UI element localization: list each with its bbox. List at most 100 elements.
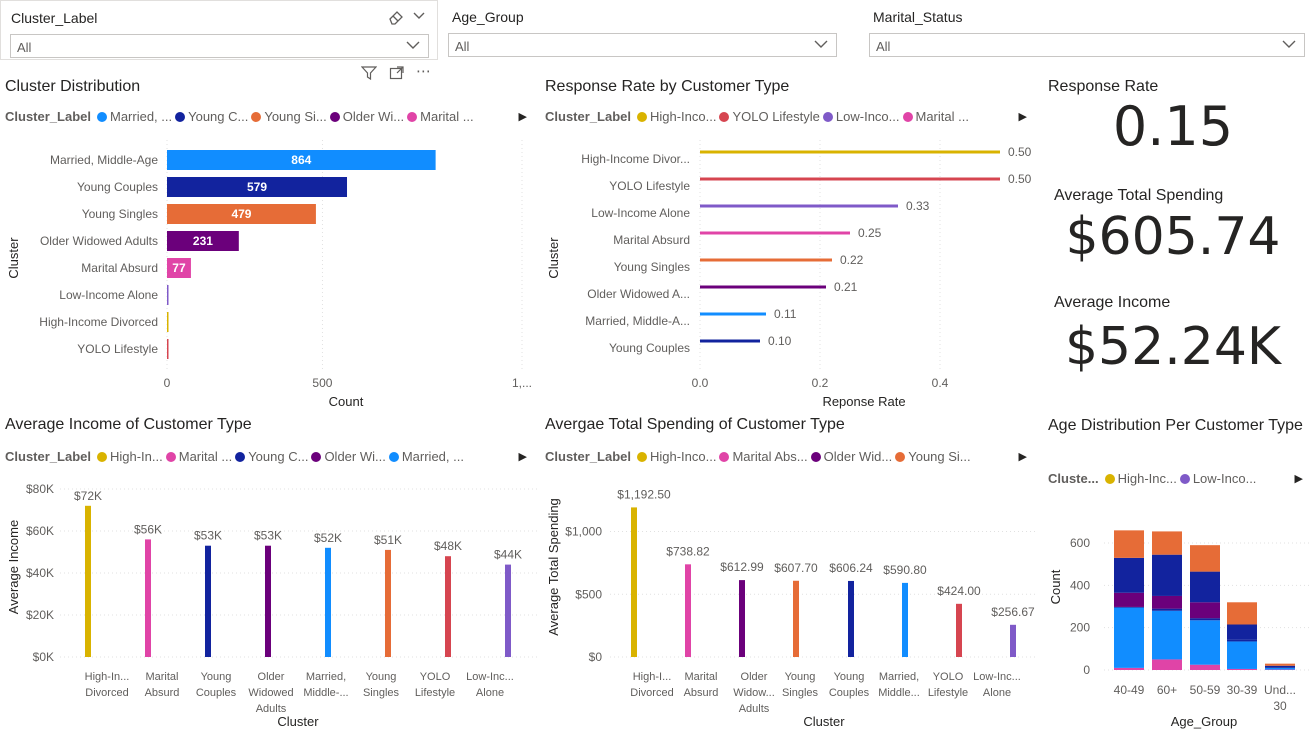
legend-item[interactable]: Young C... — [175, 109, 248, 124]
data-label: 864 — [291, 153, 311, 167]
data-label: $56K — [134, 522, 162, 536]
data-label: 231 — [193, 234, 213, 248]
x-tick-label: Young Singles — [782, 671, 819, 699]
y-tick-label: $0K — [33, 650, 54, 664]
y-tick-label: Young Singles — [82, 207, 158, 221]
card-value-avg-spending: $605.74 — [1065, 207, 1281, 267]
stacked-bar-segment — [1114, 530, 1144, 558]
legend-item[interactable]: Married, ... — [388, 449, 464, 464]
legend-item[interactable]: Marital ... — [165, 449, 232, 464]
x-tick-label: Low-Inc... Alone — [466, 671, 514, 699]
chart-response-rate: 0.0 0.2 0.4 High-Income Divor... 0.50 YOLO Li… — [546, 140, 1032, 409]
stacked-bar-segment — [1190, 571, 1220, 603]
card-label-response-rate: Response Rate — [1048, 78, 1159, 95]
slicer-value: All — [17, 40, 32, 55]
data-label: 0.25 — [858, 226, 882, 240]
eraser-icon[interactable] — [387, 9, 405, 25]
legend-item[interactable]: Marital ... — [902, 109, 969, 124]
stacked-bar-segment — [1227, 641, 1257, 669]
bar — [385, 549, 391, 657]
legend-item[interactable]: Young Si... — [251, 109, 327, 124]
filter-icon[interactable] — [361, 66, 377, 80]
legend-item[interactable]: YOLO Lifestyle — [719, 109, 820, 124]
bar — [700, 285, 826, 289]
chart-average-spending: $0 $500 $1,000 $1,192.50 High-I... Divorced $7… — [546, 487, 1035, 729]
data-label: 579 — [247, 180, 267, 194]
data-label: $590.80 — [883, 563, 927, 577]
x-tick-label: 0.2 — [812, 376, 829, 390]
stacked-bar-segment — [1114, 592, 1144, 607]
x-tick-label: High-In... Divorced — [85, 671, 130, 699]
legend: Cluster_Label High-Inco... Marital Abs... O… — [545, 449, 1027, 464]
bar — [85, 505, 91, 657]
focus-mode-icon[interactable] — [389, 66, 405, 80]
x-tick-label: 50-59 — [1190, 683, 1221, 697]
legend-dot-icon — [636, 111, 647, 122]
bar — [902, 582, 908, 657]
x-tick-label: Married, Middle... — [878, 671, 920, 699]
slicer-dropdown[interactable]: All — [869, 33, 1305, 57]
chevron-down-icon[interactable] — [412, 11, 426, 21]
y-tick-label: $0 — [589, 650, 603, 664]
more-options-icon[interactable]: ⋯ — [416, 63, 432, 80]
legend-item[interactable]: Low-Inco... — [822, 109, 900, 124]
legend-item[interactable]: Married, ... — [96, 109, 172, 124]
legend-item[interactable]: Low-Inco... — [1179, 471, 1256, 486]
legend: Cluste... High-Inc... Low-Inco... ▶ — [1048, 471, 1303, 486]
legend-item[interactable]: Marital Abs... — [719, 449, 808, 464]
legend-item[interactable]: High-In... — [96, 449, 163, 464]
legend-item[interactable]: Young C... — [235, 449, 308, 464]
legend-dot-icon — [719, 111, 730, 122]
legend-dot-icon — [165, 451, 176, 462]
slicer-dropdown[interactable]: All — [10, 34, 429, 58]
y-tick-label: $1,000 — [565, 525, 602, 539]
y-axis-title: Average Income — [6, 520, 21, 614]
data-label: $424.00 — [937, 584, 981, 598]
legend-item[interactable]: High-Inc... — [1104, 471, 1177, 486]
y-tick-label: 400 — [1070, 578, 1090, 592]
legend-label: Married, ... — [401, 449, 464, 464]
legend-label: Older Wi... — [324, 449, 386, 464]
legend-next-arrow-icon[interactable]: ▶ — [1018, 111, 1027, 123]
slicer-dropdown[interactable]: All — [448, 33, 837, 57]
stacked-bar-segment — [1152, 554, 1182, 596]
legend-title: Cluster_Label — [5, 109, 91, 124]
legend-label: Young Si... — [908, 449, 971, 464]
stacked-bar-segment — [1190, 620, 1220, 665]
legend-item[interactable]: High-Inco... — [636, 449, 716, 464]
legend-item[interactable]: Older Wi... — [311, 449, 386, 464]
legend-item[interactable]: Marital ... — [407, 109, 474, 124]
data-label: 0.33 — [906, 199, 930, 213]
data-label: 0.50 — [1008, 145, 1032, 159]
data-label: $52K — [314, 531, 342, 545]
stacked-bar-segment — [1265, 667, 1295, 670]
data-label: 0.22 — [840, 253, 864, 267]
y-tick-label: High-Income Divor... — [581, 152, 690, 166]
legend-next-arrow-icon[interactable]: ▶ — [518, 451, 527, 463]
legend-item[interactable]: Older Wid... — [810, 449, 892, 464]
data-label: $48K — [434, 539, 462, 553]
card-label-avg-income: Average Income — [1054, 294, 1171, 311]
legend-next-arrow-icon[interactable]: ▶ — [1018, 451, 1027, 463]
y-tick-label: Young Couples — [77, 180, 158, 194]
legend-label: Older Wi... — [342, 109, 405, 124]
x-axis-title: Age_Group — [1171, 714, 1238, 729]
y-tick-label: YOLO Lifestyle — [609, 179, 690, 193]
stacked-bar-segment — [1265, 665, 1295, 668]
legend-item[interactable]: Older Wi... — [329, 109, 405, 124]
y-axis-title: Cluster — [546, 237, 561, 279]
bar — [739, 580, 745, 657]
legend-item[interactable]: Young Si... — [895, 449, 971, 464]
legend-dot-icon — [96, 451, 107, 462]
legend-item[interactable]: High-Inco... — [636, 109, 716, 124]
bar — [167, 231, 239, 251]
legend-dot-icon — [251, 111, 262, 122]
slicer-title: Cluster_Label — [11, 10, 98, 26]
y-tick-label: Married, Middle-Age — [50, 153, 158, 167]
data-label: 479 — [231, 207, 251, 221]
x-tick-label: 500 — [312, 376, 332, 390]
legend-next-arrow-icon[interactable]: ▶ — [518, 111, 527, 123]
slicer-value: All — [876, 39, 891, 54]
legend-next-arrow-icon[interactable]: ▶ — [1294, 473, 1303, 485]
y-tick-label: Marital Absurd — [613, 233, 690, 247]
